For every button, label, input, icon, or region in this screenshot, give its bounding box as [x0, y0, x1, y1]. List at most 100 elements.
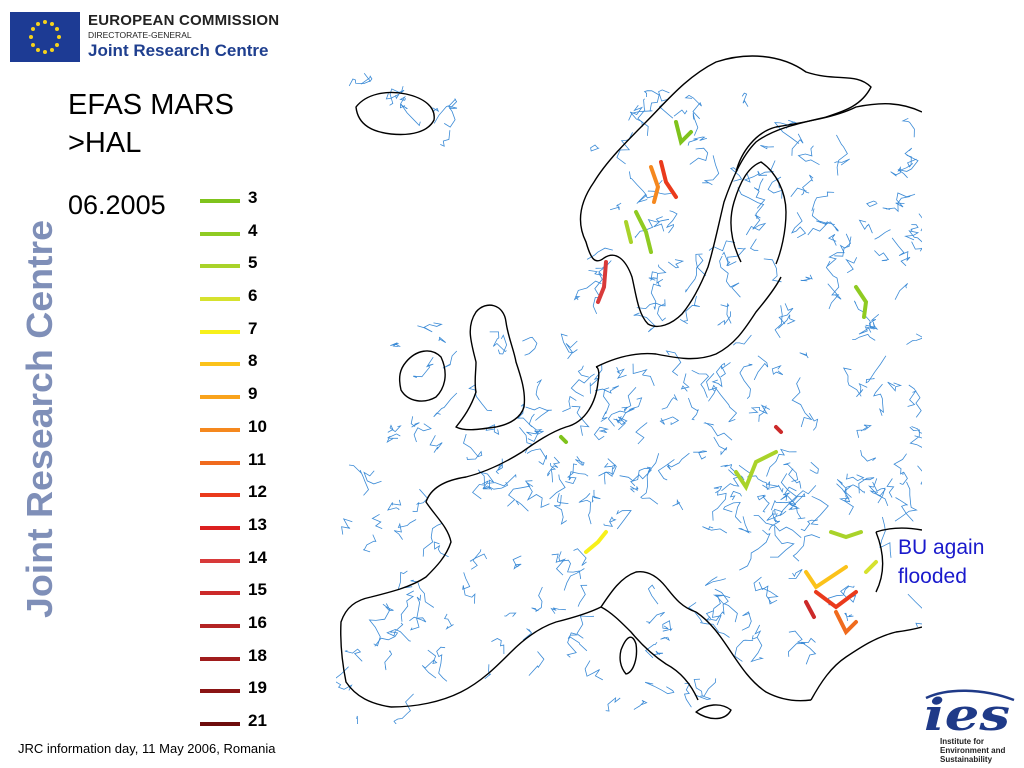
- legend-label: 16: [248, 612, 267, 632]
- river-line: [632, 363, 655, 386]
- river-line: [895, 497, 914, 522]
- river-line: [478, 471, 495, 491]
- river-line: [705, 610, 714, 621]
- title-line-2: >HAL: [68, 127, 142, 159]
- river-line: [616, 510, 632, 530]
- river-line: [692, 112, 699, 136]
- legend-item: 16: [200, 609, 280, 642]
- river-line: [741, 92, 749, 107]
- annotation-line-2: flooded: [898, 565, 967, 588]
- river-line: [436, 646, 448, 682]
- river-line: [791, 133, 804, 156]
- river-line: [790, 212, 807, 239]
- legend-label: 11: [248, 449, 266, 469]
- river-line: [751, 624, 762, 640]
- flood-overlay: [559, 120, 878, 636]
- river-line: [468, 383, 493, 412]
- europe-river-map: [336, 55, 922, 724]
- river-line: [680, 373, 690, 392]
- river-line: [653, 216, 665, 232]
- river-line: [593, 426, 609, 441]
- river-line: [887, 381, 903, 392]
- river-line: [399, 95, 421, 127]
- legend-swatch: [200, 395, 240, 400]
- river-line: [462, 572, 476, 604]
- org-name: EUROPEAN COMMISSION: [88, 12, 280, 29]
- river-line: [800, 637, 817, 665]
- river-line: [791, 377, 813, 428]
- river-line: [433, 98, 457, 124]
- river-line: [858, 326, 875, 335]
- river-line: [565, 340, 578, 360]
- river-line: [858, 477, 875, 494]
- river-line: [410, 579, 435, 608]
- river-line: [371, 513, 383, 530]
- river-line: [438, 336, 446, 343]
- legend-label: 18: [248, 645, 267, 665]
- river-line: [758, 405, 767, 422]
- river-line: [845, 257, 858, 274]
- river-line: [917, 465, 922, 485]
- river-line: [662, 620, 673, 632]
- river-line: [644, 642, 658, 659]
- river-line: [827, 283, 842, 300]
- river-line: [410, 594, 421, 631]
- river-line: [657, 459, 675, 481]
- ies-line-3: Sustainability: [940, 755, 993, 764]
- flood-segment: [584, 530, 608, 554]
- river-line: [741, 611, 752, 631]
- river-line: [495, 458, 503, 475]
- river-line: [879, 516, 892, 558]
- river-line: [729, 490, 742, 501]
- river-line: [558, 551, 582, 580]
- legend-label: 8: [248, 351, 258, 371]
- legend-label: 7: [248, 318, 258, 338]
- river-line: [836, 134, 848, 176]
- river-line: [873, 383, 884, 416]
- river-line: [700, 678, 717, 697]
- river-line: [463, 433, 483, 460]
- river-line: [387, 424, 402, 433]
- river-line: [772, 508, 787, 521]
- ies-line-2: Environment and: [940, 746, 1005, 755]
- legend-label: 21: [248, 711, 267, 730]
- river-line: [660, 636, 671, 642]
- legend: 3 4 5 6 7 8 9 10 11 12 13 14 15 16 18 19 21: [200, 184, 280, 740]
- river-line: [341, 518, 353, 535]
- legend-item: 12: [200, 478, 280, 511]
- river-line: [433, 392, 458, 418]
- river-line: [810, 495, 829, 525]
- river-line: [712, 594, 722, 626]
- river-line: [598, 462, 616, 477]
- river-line: [650, 281, 662, 310]
- river-line: [647, 190, 672, 195]
- river-line: [470, 549, 482, 570]
- river-line: [849, 484, 865, 494]
- river-line: [595, 385, 620, 394]
- river-line: [399, 103, 408, 109]
- legend-label: 10: [248, 416, 267, 436]
- river-line: [679, 295, 700, 325]
- river-line: [722, 251, 731, 267]
- river-line: [774, 305, 783, 339]
- legend-item: 9: [200, 380, 280, 413]
- legend-swatch: [200, 591, 240, 596]
- legend-swatch: [200, 427, 240, 432]
- river-line: [780, 486, 797, 501]
- river-line: [489, 331, 507, 353]
- map-date: 06.2005: [68, 190, 166, 220]
- river-line: [739, 363, 753, 399]
- river-line: [811, 191, 835, 212]
- river-line: [531, 586, 543, 613]
- legend-swatch: [200, 623, 240, 628]
- legend-swatch: [200, 656, 240, 661]
- river-line: [344, 648, 363, 662]
- legend-label: 13: [248, 514, 267, 534]
- river-line: [607, 408, 635, 427]
- river-line: [667, 259, 685, 269]
- legend-label: 14: [248, 547, 267, 567]
- river-line: [568, 471, 589, 481]
- river-line: [658, 89, 674, 119]
- river-line: [711, 362, 726, 388]
- river-line: [713, 436, 728, 456]
